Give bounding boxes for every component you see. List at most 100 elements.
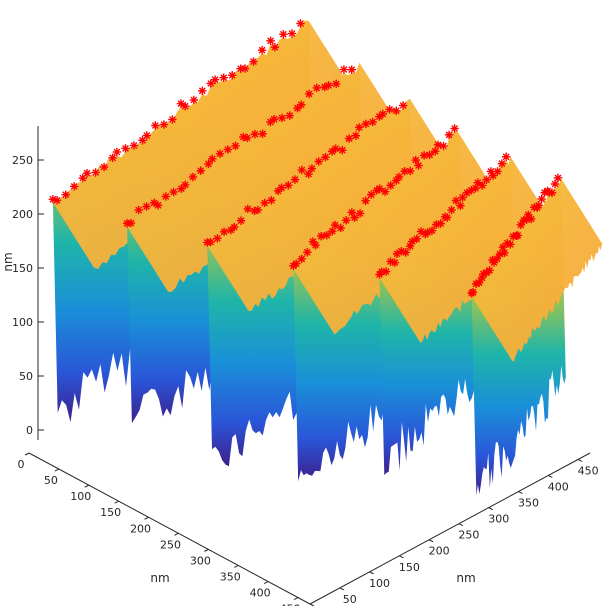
x-tick-label: 0 <box>18 458 25 471</box>
peak-marker <box>180 101 190 111</box>
peak-markers <box>48 19 563 298</box>
peak-marker <box>285 111 294 120</box>
peak-marker <box>257 46 267 55</box>
x-tick-mark <box>234 564 239 568</box>
x-tick-mark <box>114 500 119 504</box>
peak-marker <box>537 194 546 204</box>
peak-marker <box>270 43 280 52</box>
peak-marker <box>339 65 349 74</box>
peak-marker <box>250 129 260 139</box>
y-tick-mark <box>577 458 583 462</box>
x-tick-mark <box>174 532 179 536</box>
peak-marker <box>444 130 454 140</box>
peak-marker <box>266 117 275 127</box>
peak-marker <box>450 124 459 133</box>
peak-marker <box>242 133 252 143</box>
peak-marker <box>473 178 482 187</box>
x-tick-label: 50 <box>44 474 58 487</box>
peak-marker <box>168 115 177 124</box>
peak-marker <box>367 190 376 199</box>
peak-marker <box>290 175 300 184</box>
y-tick-label: 100 <box>369 577 390 590</box>
peak-marker <box>502 152 511 162</box>
peak-marker <box>219 73 228 82</box>
z-axis-title: nm <box>1 252 15 271</box>
peak-marker <box>284 181 293 190</box>
peak-marker <box>513 231 522 240</box>
peak-marker <box>351 131 360 140</box>
peak-marker <box>303 248 312 257</box>
peak-marker <box>219 227 229 237</box>
peak-marker <box>99 162 109 172</box>
peak-marker <box>425 150 434 160</box>
ridge-top-face <box>127 62 401 292</box>
peak-marker <box>304 89 314 99</box>
x-tick-mark <box>84 484 90 488</box>
peak-marker <box>204 159 213 169</box>
peak-marker <box>534 201 543 210</box>
x-tick-mark <box>204 548 209 552</box>
peak-marker <box>431 146 440 156</box>
peak-marker <box>267 196 276 205</box>
y-axis-line <box>309 452 591 605</box>
peak-marker <box>277 183 286 192</box>
peak-marker <box>524 210 533 220</box>
peak-marker <box>344 134 354 143</box>
peak-marker <box>368 117 377 127</box>
peak-marker <box>279 30 288 39</box>
peak-marker <box>307 164 317 173</box>
peak-marker <box>385 105 394 114</box>
peak-marker <box>493 167 502 176</box>
x-tick-mark <box>24 452 30 456</box>
x-axis-ticks: 0 50 100 150 200 250 300 350 400 450 <box>18 452 301 606</box>
z-axis-ticks: 0 50 100 150 200 250 <box>12 154 44 437</box>
x-tick-label: 200 <box>130 522 151 535</box>
x-axis-title: nm <box>150 571 169 585</box>
peak-marker <box>297 165 306 175</box>
x-tick-mark <box>263 581 269 584</box>
y-tick-label: 150 <box>399 561 420 574</box>
peak-marker <box>492 254 502 263</box>
peak-marker <box>215 149 225 158</box>
peak-marker <box>328 226 337 236</box>
peak-marker <box>468 288 478 297</box>
peak-marker <box>292 259 301 268</box>
peak-marker <box>390 258 399 267</box>
peak-marker <box>553 173 563 183</box>
peak-marker <box>134 205 143 215</box>
x-tick-label: 300 <box>190 554 211 567</box>
peak-marker <box>322 230 331 240</box>
peak-marker <box>342 216 351 225</box>
surface <box>52 20 603 496</box>
peak-marker <box>142 202 151 211</box>
peak-marker <box>169 187 178 197</box>
axes <box>28 126 591 605</box>
peak-marker <box>258 129 267 139</box>
peak-marker <box>82 168 92 178</box>
peak-marker <box>180 180 190 190</box>
ridge-top-face <box>471 178 603 362</box>
peak-marker <box>161 192 171 201</box>
peak-marker <box>355 209 365 218</box>
ridge-top-face <box>379 156 552 344</box>
peak-marker <box>500 248 509 258</box>
peak-marker <box>386 181 395 190</box>
peak-marker <box>474 278 484 287</box>
y-tick-mark <box>488 507 493 511</box>
x-tick-label: 450 <box>280 603 301 606</box>
peak-marker <box>52 196 62 205</box>
peak-marker <box>392 106 401 116</box>
y-tick-mark <box>518 491 523 495</box>
peak-marker <box>270 114 279 124</box>
peak-marker <box>338 145 347 155</box>
peak-marker <box>547 188 557 197</box>
peak-marker <box>151 121 160 130</box>
z-tick-label: 150 <box>12 262 33 275</box>
peak-marker <box>439 141 448 151</box>
y-tick-label: 450 <box>578 464 599 477</box>
z-tick-label: 200 <box>12 208 33 221</box>
peak-marker <box>398 101 408 110</box>
peak-marker <box>416 227 426 236</box>
